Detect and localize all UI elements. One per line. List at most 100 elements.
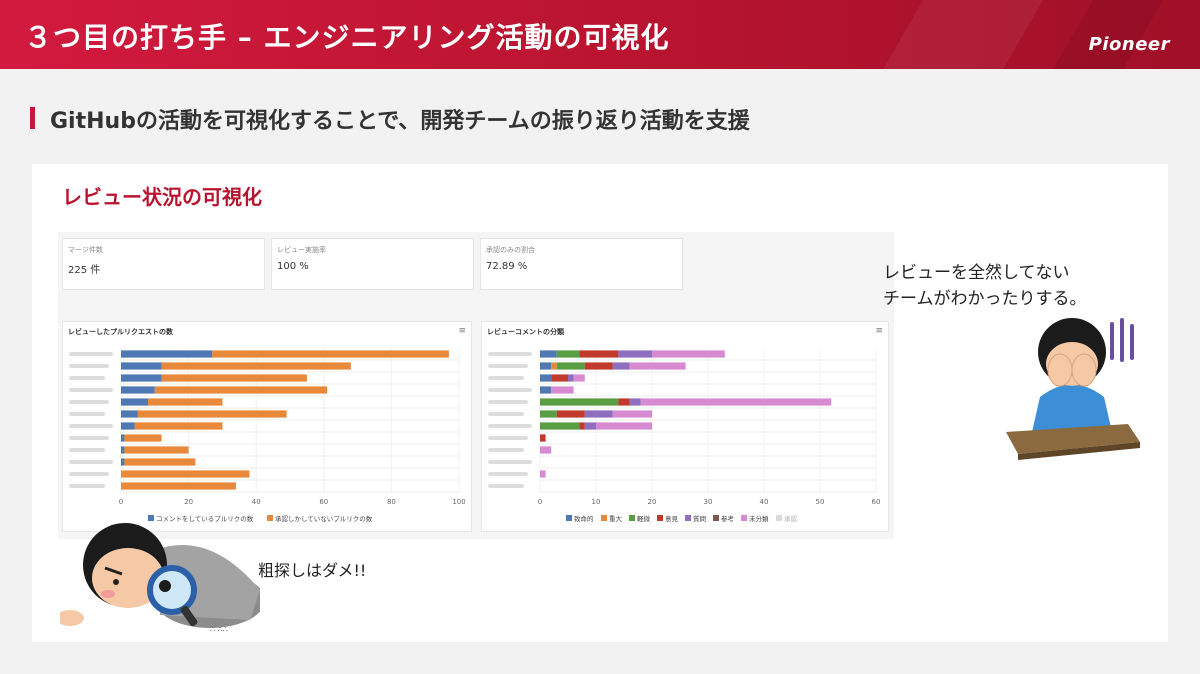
- bar-segment[interactable]: [618, 350, 652, 358]
- category-label-placeholder: [69, 460, 113, 464]
- category-label-placeholder: [488, 424, 532, 428]
- bar-segment[interactable]: [556, 410, 585, 418]
- bar-segment[interactable]: [540, 386, 552, 394]
- legend-label[interactable]: 意見: [665, 514, 679, 523]
- bar-segment[interactable]: [596, 422, 652, 430]
- bar-segment[interactable]: [121, 362, 162, 370]
- bar-segment[interactable]: [121, 434, 125, 442]
- bar-segment[interactable]: [154, 386, 328, 394]
- category-label-placeholder: [488, 388, 532, 392]
- chart-svg: 0 20 40 60 80 100 コメントをしているプルリクの数 承認しかしていないプルリク…: [69, 348, 466, 523]
- content-panel: レビュー状況の可視化 マージ件数 225 件 レビュー実施率 100 % 承認の…: [32, 164, 1168, 642]
- bar-segment[interactable]: [121, 374, 162, 382]
- legend-label[interactable]: 重大: [609, 514, 623, 523]
- bar-segment[interactable]: [556, 350, 580, 358]
- bar-segment[interactable]: [137, 410, 287, 418]
- slide-header: ３つ目の打ち手 – エンジニアリング活動の可視化 Pioneer: [0, 0, 1200, 69]
- metric-label: 承認のみの割合: [486, 246, 535, 254]
- bar-segment[interactable]: [121, 482, 236, 490]
- bar-segment[interactable]: [612, 410, 652, 418]
- bar-segment[interactable]: [540, 398, 619, 406]
- bar-segment[interactable]: [556, 362, 585, 370]
- section-title: レビュー状況の可視化: [62, 185, 262, 209]
- bar-segment[interactable]: [540, 410, 557, 418]
- legend-label[interactable]: 致命的: [574, 514, 594, 523]
- legend-swatch: [713, 515, 719, 521]
- bar-segment[interactable]: [540, 422, 580, 430]
- chart-title: レビューコメントの分類: [487, 328, 564, 336]
- x-tick-label: 0: [119, 498, 123, 506]
- bar-segment[interactable]: [161, 374, 307, 382]
- bar-segment[interactable]: [121, 446, 125, 454]
- caption-text: 粗探しはダメ!!: [258, 561, 367, 580]
- bar-segment[interactable]: [124, 434, 162, 442]
- bar-segment[interactable]: [618, 398, 630, 406]
- bar-segment[interactable]: [540, 446, 552, 454]
- bar-segment[interactable]: [161, 362, 351, 370]
- metric-label: マージ件数: [68, 246, 103, 254]
- category-label-placeholder: [488, 400, 528, 404]
- legend-swatch: [741, 515, 747, 521]
- bar-segment[interactable]: [584, 410, 613, 418]
- bar-segment[interactable]: [540, 374, 552, 382]
- legend-swatch: [267, 515, 273, 521]
- category-label-placeholder: [69, 388, 113, 392]
- legend-swatch: [685, 515, 691, 521]
- bar-segment[interactable]: [121, 350, 213, 358]
- legend-label[interactable]: コメントをしているプルリクの数: [156, 514, 254, 523]
- legend-swatch: [657, 515, 663, 521]
- bar-segment[interactable]: [551, 374, 568, 382]
- worried-person-illustration: [1006, 318, 1140, 460]
- bar-segment[interactable]: [540, 350, 557, 358]
- x-tick-label: 10: [592, 498, 601, 506]
- legend-label[interactable]: 承認しかしていないプルリクの数: [275, 514, 373, 523]
- metric-card-review-rate: レビュー実施率 100 %: [271, 238, 474, 290]
- bar-segment[interactable]: [121, 422, 135, 430]
- bar-segment[interactable]: [540, 470, 546, 478]
- bar-segment[interactable]: [629, 362, 686, 370]
- bar-segment[interactable]: [540, 434, 546, 442]
- bar-segment[interactable]: [652, 350, 725, 358]
- hamburger-menu-icon[interactable]: ≡: [458, 326, 466, 336]
- bar-segment[interactable]: [584, 362, 613, 370]
- bar-segment[interactable]: [121, 410, 138, 418]
- bar-segment[interactable]: [124, 458, 196, 466]
- category-label-placeholder: [69, 424, 113, 428]
- legend-label[interactable]: 質問: [693, 514, 706, 523]
- x-tick-label: 100: [452, 498, 465, 506]
- legend-label[interactable]: 軽微: [637, 514, 651, 523]
- x-tick-label: 60: [872, 498, 881, 506]
- bar-segment[interactable]: [121, 470, 250, 478]
- hamburger-menu-icon[interactable]: ≡: [875, 326, 883, 336]
- bar-segment[interactable]: [640, 398, 832, 406]
- legend-swatch: [601, 515, 607, 521]
- speech-line: レビューを全然してない: [883, 263, 1070, 283]
- legend-label[interactable]: 承認: [784, 514, 798, 523]
- category-label-placeholder: [69, 400, 109, 404]
- x-tick-label: 40: [760, 498, 769, 506]
- bar-segment[interactable]: [579, 350, 619, 358]
- x-tick-label: 30: [704, 498, 713, 506]
- bar-segment[interactable]: [148, 398, 223, 406]
- bar-segment[interactable]: [134, 422, 223, 430]
- bar-segment[interactable]: [121, 398, 149, 406]
- bar-segment[interactable]: [584, 422, 596, 430]
- legend-label[interactable]: 未分類: [749, 514, 769, 523]
- bar-segment[interactable]: [124, 446, 189, 454]
- category-label-placeholder: [69, 472, 109, 476]
- bar-segment[interactable]: [121, 386, 155, 394]
- bar-segment[interactable]: [568, 374, 574, 382]
- legend-swatch: [629, 515, 635, 521]
- bar-segment[interactable]: [540, 362, 552, 370]
- bar-segment[interactable]: [551, 386, 574, 394]
- x-tick-label: 50: [816, 498, 825, 506]
- bar-segment[interactable]: [629, 398, 641, 406]
- bar-segment[interactable]: [551, 362, 557, 370]
- bar-segment[interactable]: [121, 458, 125, 466]
- bar-segment[interactable]: [573, 374, 585, 382]
- bar-segment[interactable]: [612, 362, 630, 370]
- bar-segment[interactable]: [579, 422, 585, 430]
- legend-label[interactable]: 参考: [721, 514, 735, 523]
- bar-segment[interactable]: [212, 350, 449, 358]
- subtitle-accent-bar: [30, 107, 35, 129]
